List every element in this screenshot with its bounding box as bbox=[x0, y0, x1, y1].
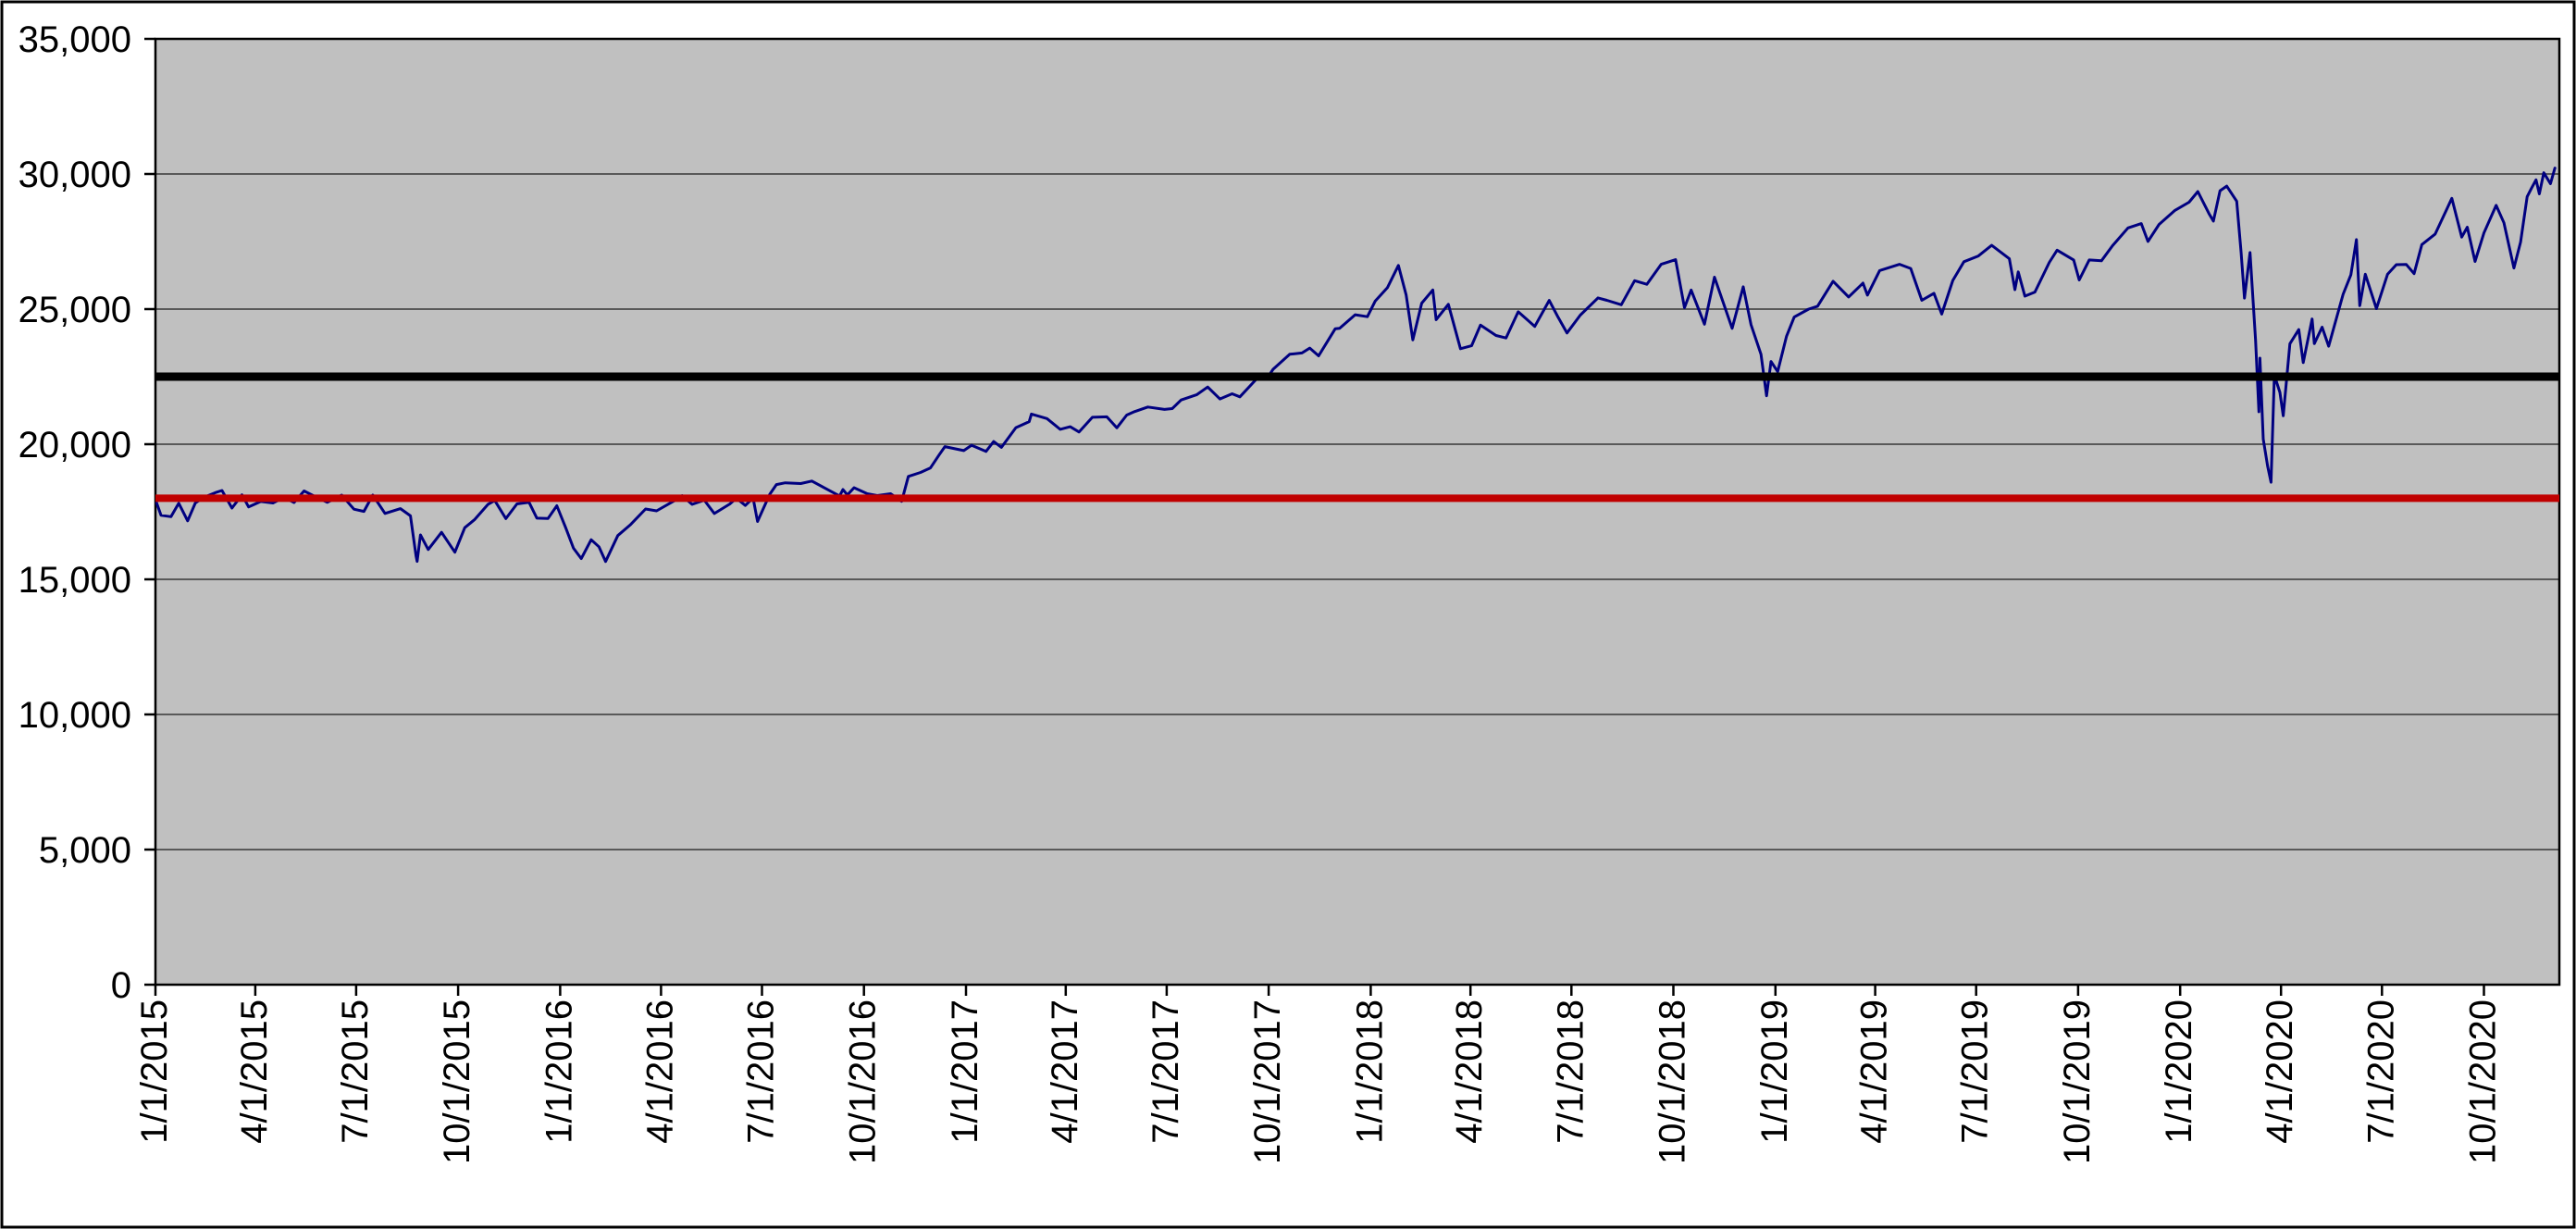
svg-text:7/1/2018: 7/1/2018 bbox=[1550, 999, 1591, 1144]
y-axis-ticks bbox=[144, 37, 155, 987]
svg-text:30,000: 30,000 bbox=[19, 155, 131, 195]
price-series-line bbox=[155, 167, 2557, 564]
svg-text:7/1/2019: 7/1/2019 bbox=[1955, 999, 1996, 1144]
svg-text:15,000: 15,000 bbox=[19, 560, 131, 601]
svg-text:10/1/2016: 10/1/2016 bbox=[843, 999, 884, 1164]
svg-text:25,000: 25,000 bbox=[19, 290, 131, 330]
svg-text:35,000: 35,000 bbox=[19, 19, 131, 60]
svg-text:1/1/2018: 1/1/2018 bbox=[1349, 999, 1390, 1144]
svg-text:10/1/2017: 10/1/2017 bbox=[1247, 999, 1288, 1164]
plot-area bbox=[155, 39, 2559, 985]
svg-text:1/1/2017: 1/1/2017 bbox=[945, 999, 985, 1144]
x-axis-ticks bbox=[154, 985, 2485, 996]
svg-text:10/1/2018: 10/1/2018 bbox=[1653, 999, 1693, 1164]
svg-text:7/1/2017: 7/1/2017 bbox=[1146, 999, 1186, 1144]
svg-text:0: 0 bbox=[111, 965, 131, 1006]
svg-text:7/1/2020: 7/1/2020 bbox=[2360, 999, 2401, 1144]
svg-text:10,000: 10,000 bbox=[19, 695, 131, 736]
svg-text:10/1/2020: 10/1/2020 bbox=[2463, 999, 2504, 1164]
svg-text:10/1/2019: 10/1/2019 bbox=[2057, 999, 2098, 1164]
svg-text:4/1/2017: 4/1/2017 bbox=[1045, 999, 1085, 1144]
svg-text:1/1/2020: 1/1/2020 bbox=[2159, 999, 2199, 1144]
svg-text:4/1/2016: 4/1/2016 bbox=[639, 999, 680, 1144]
svg-text:1/1/2015: 1/1/2015 bbox=[134, 999, 175, 1144]
svg-text:7/1/2015: 7/1/2015 bbox=[335, 999, 376, 1144]
svg-text:5,000: 5,000 bbox=[39, 830, 131, 871]
x-axis-labels: 1/1/2015 4/1/2015 7/1/2015 10/1/2015 1/1/201… bbox=[134, 999, 2504, 1164]
svg-text:4/1/2020: 4/1/2020 bbox=[2260, 999, 2300, 1144]
svg-text:4/1/2015: 4/1/2015 bbox=[234, 999, 275, 1144]
svg-text:10/1/2015: 10/1/2015 bbox=[437, 999, 477, 1164]
y-axis-labels: 0 5,000 10,000 15,000 20,000 25,000 30,000 35,0… bbox=[19, 19, 131, 1006]
svg-text:4/1/2018: 4/1/2018 bbox=[1449, 999, 1490, 1144]
svg-text:20,000: 20,000 bbox=[19, 425, 131, 466]
svg-text:4/1/2019: 4/1/2019 bbox=[1854, 999, 1895, 1144]
svg-text:1/1/2016: 1/1/2016 bbox=[539, 999, 579, 1144]
svg-text:1/1/2019: 1/1/2019 bbox=[1754, 999, 1795, 1144]
svg-text:7/1/2016: 7/1/2016 bbox=[741, 999, 782, 1144]
y-gridlines bbox=[155, 173, 2559, 850]
plot-border bbox=[154, 37, 2561, 987]
